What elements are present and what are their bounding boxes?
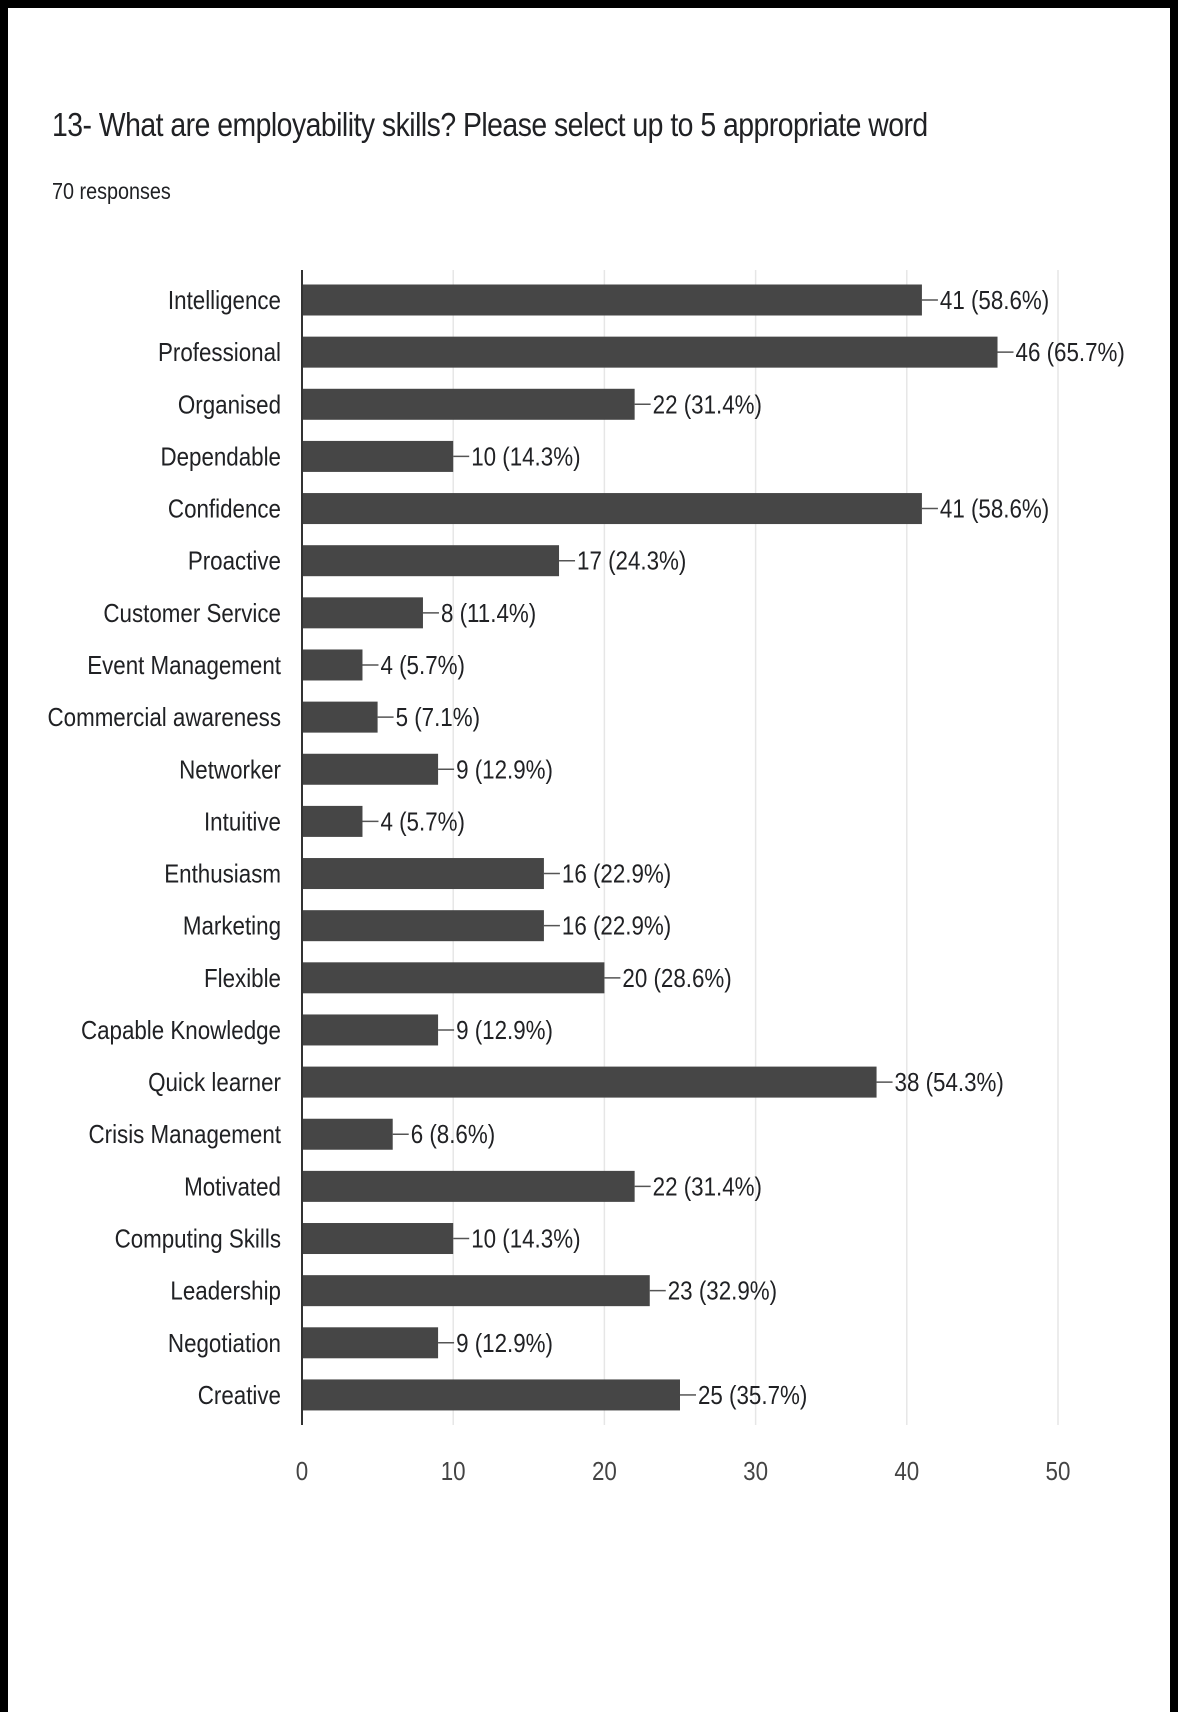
data-label: 41 (58.6%) xyxy=(940,286,1049,315)
category-label: Confidence xyxy=(168,495,281,524)
bar xyxy=(302,701,378,733)
bar xyxy=(302,753,439,785)
bar xyxy=(302,336,998,368)
data-label: 46 (65.7%) xyxy=(1016,339,1125,368)
bar xyxy=(302,858,544,890)
bar xyxy=(302,1066,877,1098)
data-label: 9 (12.9%) xyxy=(456,1329,553,1358)
category-label: Negotiation xyxy=(168,1329,281,1358)
bars xyxy=(302,284,998,1411)
category-label: Creative xyxy=(198,1381,281,1410)
bar xyxy=(302,1223,454,1255)
data-label: 5 (7.1%) xyxy=(396,704,480,733)
data-label: 10 (14.3%) xyxy=(471,1225,580,1254)
category-label: Organised xyxy=(178,391,281,420)
bar xyxy=(302,284,922,316)
data-label: 9 (12.9%) xyxy=(456,756,553,785)
data-label: 41 (58.6%) xyxy=(940,495,1049,524)
bar xyxy=(302,1014,439,1046)
category-label: Event Management xyxy=(87,651,281,680)
category-label: Commercial awareness xyxy=(48,704,281,733)
data-label: 38 (54.3%) xyxy=(895,1069,1004,1098)
x-tick-labels: 0 10 20 30 40 50 xyxy=(296,1457,1071,1486)
data-label: 17 (24.3%) xyxy=(577,547,686,576)
category-label: Crisis Management xyxy=(88,1121,281,1150)
data-label: 4 (5.7%) xyxy=(380,651,464,680)
category-label: Motivated xyxy=(184,1173,281,1202)
category-label: Dependable xyxy=(160,443,281,472)
bar xyxy=(302,649,363,681)
response-count: 70 responses xyxy=(52,178,171,204)
bar xyxy=(302,962,605,994)
data-label: 16 (22.9%) xyxy=(562,860,671,889)
data-label: 22 (31.4%) xyxy=(653,1173,762,1202)
data-label: 9 (12.9%) xyxy=(456,1016,553,1045)
data-label: 4 (5.7%) xyxy=(380,808,464,837)
bar xyxy=(302,440,454,472)
category-label: Computing Skills xyxy=(115,1225,281,1254)
category-label: Enthusiasm xyxy=(164,860,281,889)
data-label: 8 (11.4%) xyxy=(441,599,536,628)
data-label: 20 (28.6%) xyxy=(622,964,731,993)
category-label: Quick learner xyxy=(148,1069,281,1098)
category-label: Proactive xyxy=(188,547,281,576)
bar xyxy=(302,1170,635,1202)
x-tick-label: 30 xyxy=(743,1457,768,1486)
bar xyxy=(302,545,560,577)
category-label: Marketing xyxy=(183,912,281,941)
question-title: 13- What are employability skills? Pleas… xyxy=(52,106,928,143)
bar xyxy=(302,1327,439,1359)
data-labels: 41 (58.6%) 46 (65.7%) 22 (31.4%) 10 (14.3%)… xyxy=(362,286,1125,1410)
x-tick-label: 50 xyxy=(1046,1457,1071,1486)
category-label: Networker xyxy=(179,756,281,785)
category-label: Professional xyxy=(158,339,281,368)
category-label: Customer Service xyxy=(103,599,281,628)
data-label: 22 (31.4%) xyxy=(653,391,762,420)
category-labels: Intelligence Professional Organised Dependa… xyxy=(48,286,282,1410)
bar xyxy=(302,388,635,420)
category-label: Capable Knowledge xyxy=(81,1016,281,1045)
bar xyxy=(302,1379,680,1411)
bar xyxy=(302,910,544,942)
category-label: Flexible xyxy=(204,964,281,993)
x-tick-label: 10 xyxy=(441,1457,466,1486)
bar xyxy=(302,1275,650,1307)
bar xyxy=(302,805,363,837)
data-label: 23 (32.9%) xyxy=(668,1277,777,1306)
category-label: Intelligence xyxy=(168,286,281,315)
bar xyxy=(302,493,922,525)
data-label: 16 (22.9%) xyxy=(562,912,671,941)
category-label: Intuitive xyxy=(204,808,281,837)
bar xyxy=(302,597,423,629)
category-label: Leadership xyxy=(170,1277,281,1306)
data-label: 25 (35.7%) xyxy=(698,1381,807,1410)
x-tick-label: 40 xyxy=(894,1457,919,1486)
x-tick-label: 0 xyxy=(296,1457,308,1486)
data-label: 6 (8.6%) xyxy=(411,1121,495,1150)
data-label: 10 (14.3%) xyxy=(471,443,580,472)
x-tick-label: 20 xyxy=(592,1457,617,1486)
bar xyxy=(302,1118,393,1150)
